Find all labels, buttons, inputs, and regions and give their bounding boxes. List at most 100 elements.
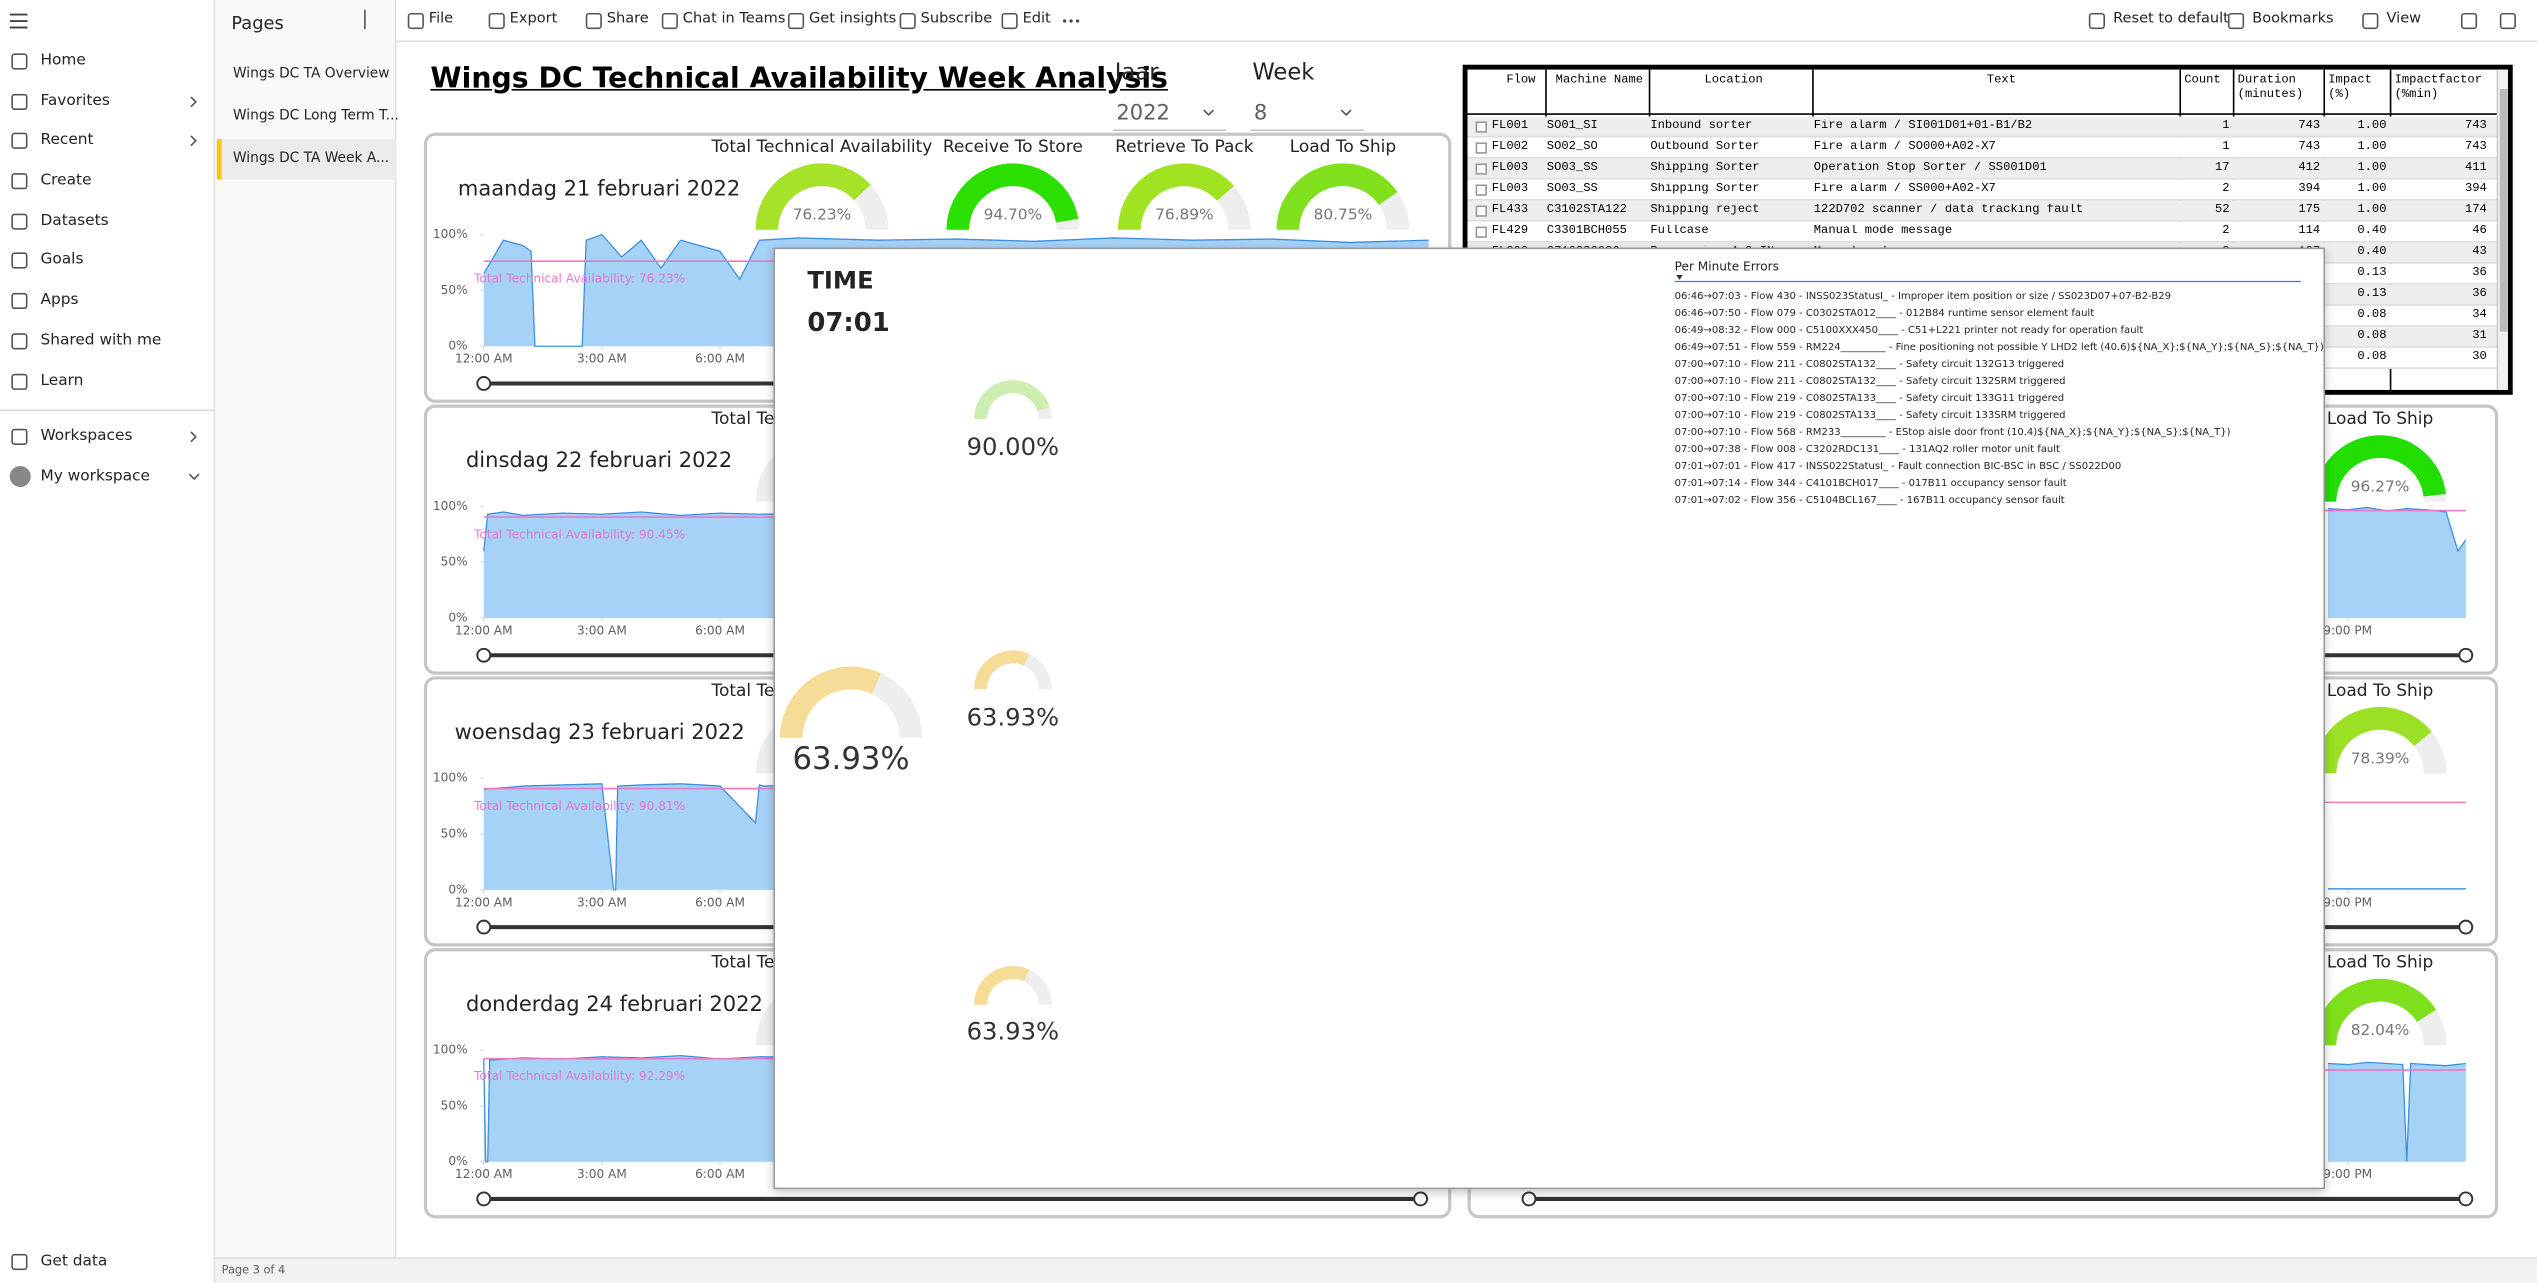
chevron[interactable] — [1202, 107, 1215, 120]
nav-item[interactable]: Home — [40, 51, 86, 70]
nav-item[interactable]: Goals — [40, 250, 84, 269]
table-cell: 36 — [2472, 288, 2487, 301]
table-cell: Fullcase — [1650, 224, 1709, 238]
gauge-title: Receive To Store — [943, 137, 1083, 157]
column-header[interactable]: Location — [1704, 74, 1763, 88]
expand-button[interactable] — [1475, 163, 1487, 175]
nav-icon — [11, 93, 28, 111]
range-slider-handle[interactable] — [476, 376, 492, 391]
nav-item[interactable]: My workspace — [40, 467, 150, 486]
errors-title: Per Minute Errors — [1675, 259, 1779, 273]
table-cell: Operation Stop Sorter / SS001D01 — [1813, 161, 2047, 175]
chevron[interactable] — [1340, 107, 1353, 120]
table-cell: 1.00 — [2357, 182, 2387, 196]
toolbar-button[interactable]: Export — [509, 11, 558, 28]
table-cell: 0.40 — [2357, 224, 2387, 238]
nav-item[interactable]: Favorites — [40, 92, 110, 111]
column-header[interactable]: Impact (%) — [2328, 74, 2372, 102]
table-cell: FL433 — [1491, 203, 1529, 217]
x-tick-label: 12:00 AM — [455, 624, 513, 638]
table-cell: FL429 — [1491, 224, 1529, 238]
nav-item[interactable]: Get data — [40, 1252, 108, 1271]
slicer-dropdown[interactable]: 2022 — [1113, 97, 1227, 132]
table-cell: 1 — [2222, 140, 2230, 154]
hamburger-menu[interactable] — [9, 13, 29, 29]
expand-button[interactable] — [1475, 142, 1487, 154]
expand-button[interactable] — [1475, 205, 1487, 217]
y-tick-label: 0% — [448, 611, 467, 625]
table-cell: 46 — [2472, 224, 2487, 238]
chevron[interactable] — [188, 471, 201, 484]
table-cell: 175 — [2298, 203, 2321, 217]
column-header[interactable]: Count — [2184, 74, 2221, 88]
nav-item[interactable]: Create — [40, 171, 92, 190]
table-cell: 411 — [2464, 161, 2487, 175]
toolbar-icon — [2460, 12, 2478, 30]
nav-item[interactable]: Recent — [40, 131, 94, 149]
x-tick-label: 3:00 AM — [577, 1167, 627, 1181]
table-cell: Shipping Sorter — [1650, 161, 1760, 175]
column-header[interactable]: Flow — [1506, 74, 1536, 88]
expand-button[interactable] — [1475, 226, 1487, 238]
table-cell: 1 — [2222, 119, 2230, 133]
page-item[interactable]: Wings DC Long Term T... — [232, 108, 399, 125]
y-tick-label: 0% — [448, 339, 467, 353]
y-tick-label: 100% — [433, 771, 468, 785]
page-item[interactable]: Wings DC TA Overview — [232, 66, 390, 83]
scroll-thumb[interactable] — [2499, 88, 2508, 332]
toolbar-button[interactable]: File — [428, 11, 454, 28]
toolbar-button[interactable]: Bookmarks — [2252, 11, 2334, 28]
gauge-value — [2313, 435, 2446, 503]
pages-pane — [215, 0, 397, 1258]
range-slider-handle[interactable] — [2458, 647, 2474, 663]
column-header[interactable]: Duration (minutes) — [2237, 74, 2304, 102]
gauge-label: 82.04% — [2351, 1021, 2410, 1039]
range-slider-handle[interactable] — [1521, 1191, 1537, 1207]
selected-page-bg — [216, 139, 397, 180]
nav-item[interactable]: Workspaces — [40, 427, 133, 445]
range-slider-handle[interactable] — [476, 1191, 492, 1207]
range-slider-handle[interactable] — [1413, 1191, 1429, 1207]
column-header[interactable]: Machine Name — [1555, 74, 1644, 88]
y-tick-label: 50% — [441, 1098, 468, 1112]
toolbar-button[interactable]: Edit — [1022, 11, 1051, 28]
range-slider-handle[interactable] — [2458, 919, 2474, 935]
gauge-value — [2313, 978, 2437, 1046]
slicer-dropdown[interactable]: 8 — [1250, 97, 1364, 132]
error-line: 06:46→07:03 - Flow 430 - INSS023StatusI_… — [1675, 291, 2171, 302]
gauge-title: Load To Ship — [1290, 137, 1396, 157]
table-cell: SO01_SI — [1546, 119, 1598, 133]
gauge-value — [974, 650, 1030, 690]
toolbar-button[interactable]: View — [2386, 11, 2422, 28]
range-slider-handle[interactable] — [476, 647, 492, 663]
toolbar-button[interactable]: Reset to default — [2113, 11, 2229, 28]
more-options[interactable] — [1061, 16, 1080, 26]
day-label: maandag 21 februari 2022 — [458, 175, 740, 200]
collapse-pane[interactable] — [364, 9, 387, 30]
column-header[interactable]: Text — [1986, 74, 2017, 88]
drillthrough-tooltip: TIME 07:01 90.00% 63.93% 63.93% 63.93% Per Min… — [773, 247, 2326, 1190]
range-slider-handle[interactable] — [2458, 1191, 2474, 1207]
toolbar-button[interactable]: Chat in Teams — [682, 11, 786, 28]
table-cell: 394 — [2298, 182, 2321, 196]
expand-button[interactable] — [1475, 184, 1487, 196]
toolbar-button[interactable]: Get insights — [808, 11, 897, 28]
chevron[interactable] — [188, 134, 201, 147]
range-slider-handle[interactable] — [476, 919, 492, 935]
nav-item[interactable]: Apps — [40, 291, 79, 310]
expand-button[interactable] — [1475, 121, 1487, 133]
chevron[interactable] — [188, 430, 201, 443]
toolbar-button[interactable]: Share — [606, 11, 649, 28]
slicer-value: 2022 — [1116, 101, 1170, 127]
column-header[interactable]: Impactfactor (%min) — [2394, 74, 2483, 102]
x-tick-label: 12:00 AM — [455, 1167, 513, 1181]
nav-divider — [0, 409, 216, 411]
page-item[interactable]: Wings DC TA Week A... — [232, 150, 390, 167]
nav-item[interactable]: Datasets — [40, 211, 109, 230]
chevron[interactable] — [188, 95, 201, 108]
slicer-value: 8 — [1253, 101, 1268, 127]
gauge-label: 63.93% — [792, 741, 909, 777]
nav-item[interactable]: Learn — [40, 372, 84, 390]
nav-item[interactable]: Shared with me — [40, 331, 162, 350]
toolbar-button[interactable]: Subscribe — [920, 11, 993, 28]
